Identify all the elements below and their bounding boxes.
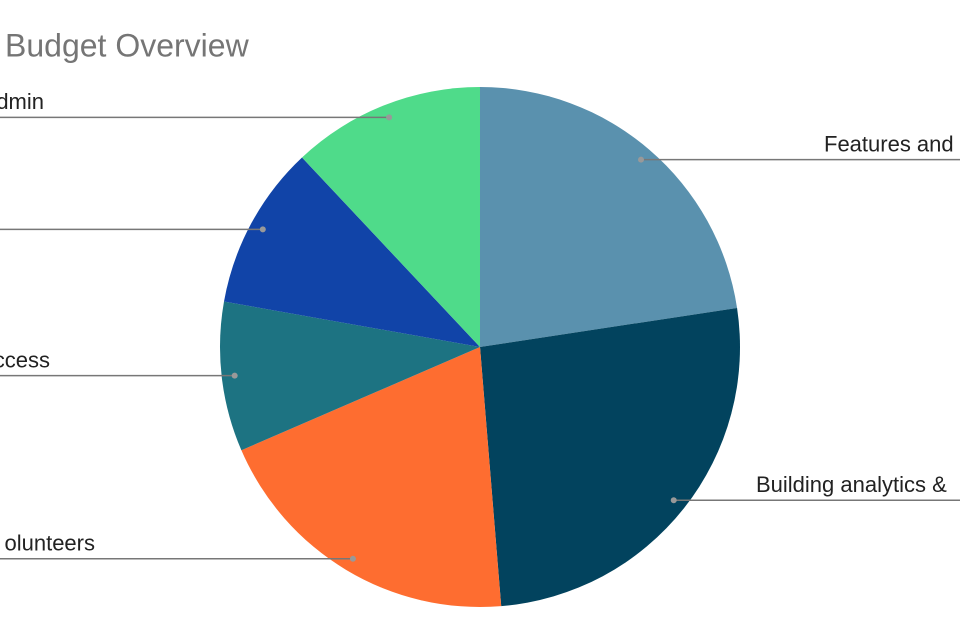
pie-slice xyxy=(302,87,480,347)
leader-dot xyxy=(638,156,645,163)
pie-slice xyxy=(241,347,502,607)
slice-label: Building analytics & xyxy=(756,472,947,497)
leader-dot xyxy=(259,226,266,233)
slice-label: Features and xyxy=(824,131,954,156)
pie-slice xyxy=(224,157,480,347)
leader-dot xyxy=(670,497,677,504)
slice-label: ccess xyxy=(0,347,50,372)
chart-title: Budget Overview xyxy=(5,27,250,63)
slice-label: olunteers xyxy=(4,531,95,556)
leader-dot xyxy=(386,114,393,121)
pie-slice xyxy=(480,87,738,347)
leader-dot xyxy=(349,555,356,562)
pie-slice xyxy=(220,301,480,451)
pie-slice xyxy=(480,307,740,607)
leader-dot xyxy=(231,372,238,379)
slice-label: dmin xyxy=(0,89,44,114)
